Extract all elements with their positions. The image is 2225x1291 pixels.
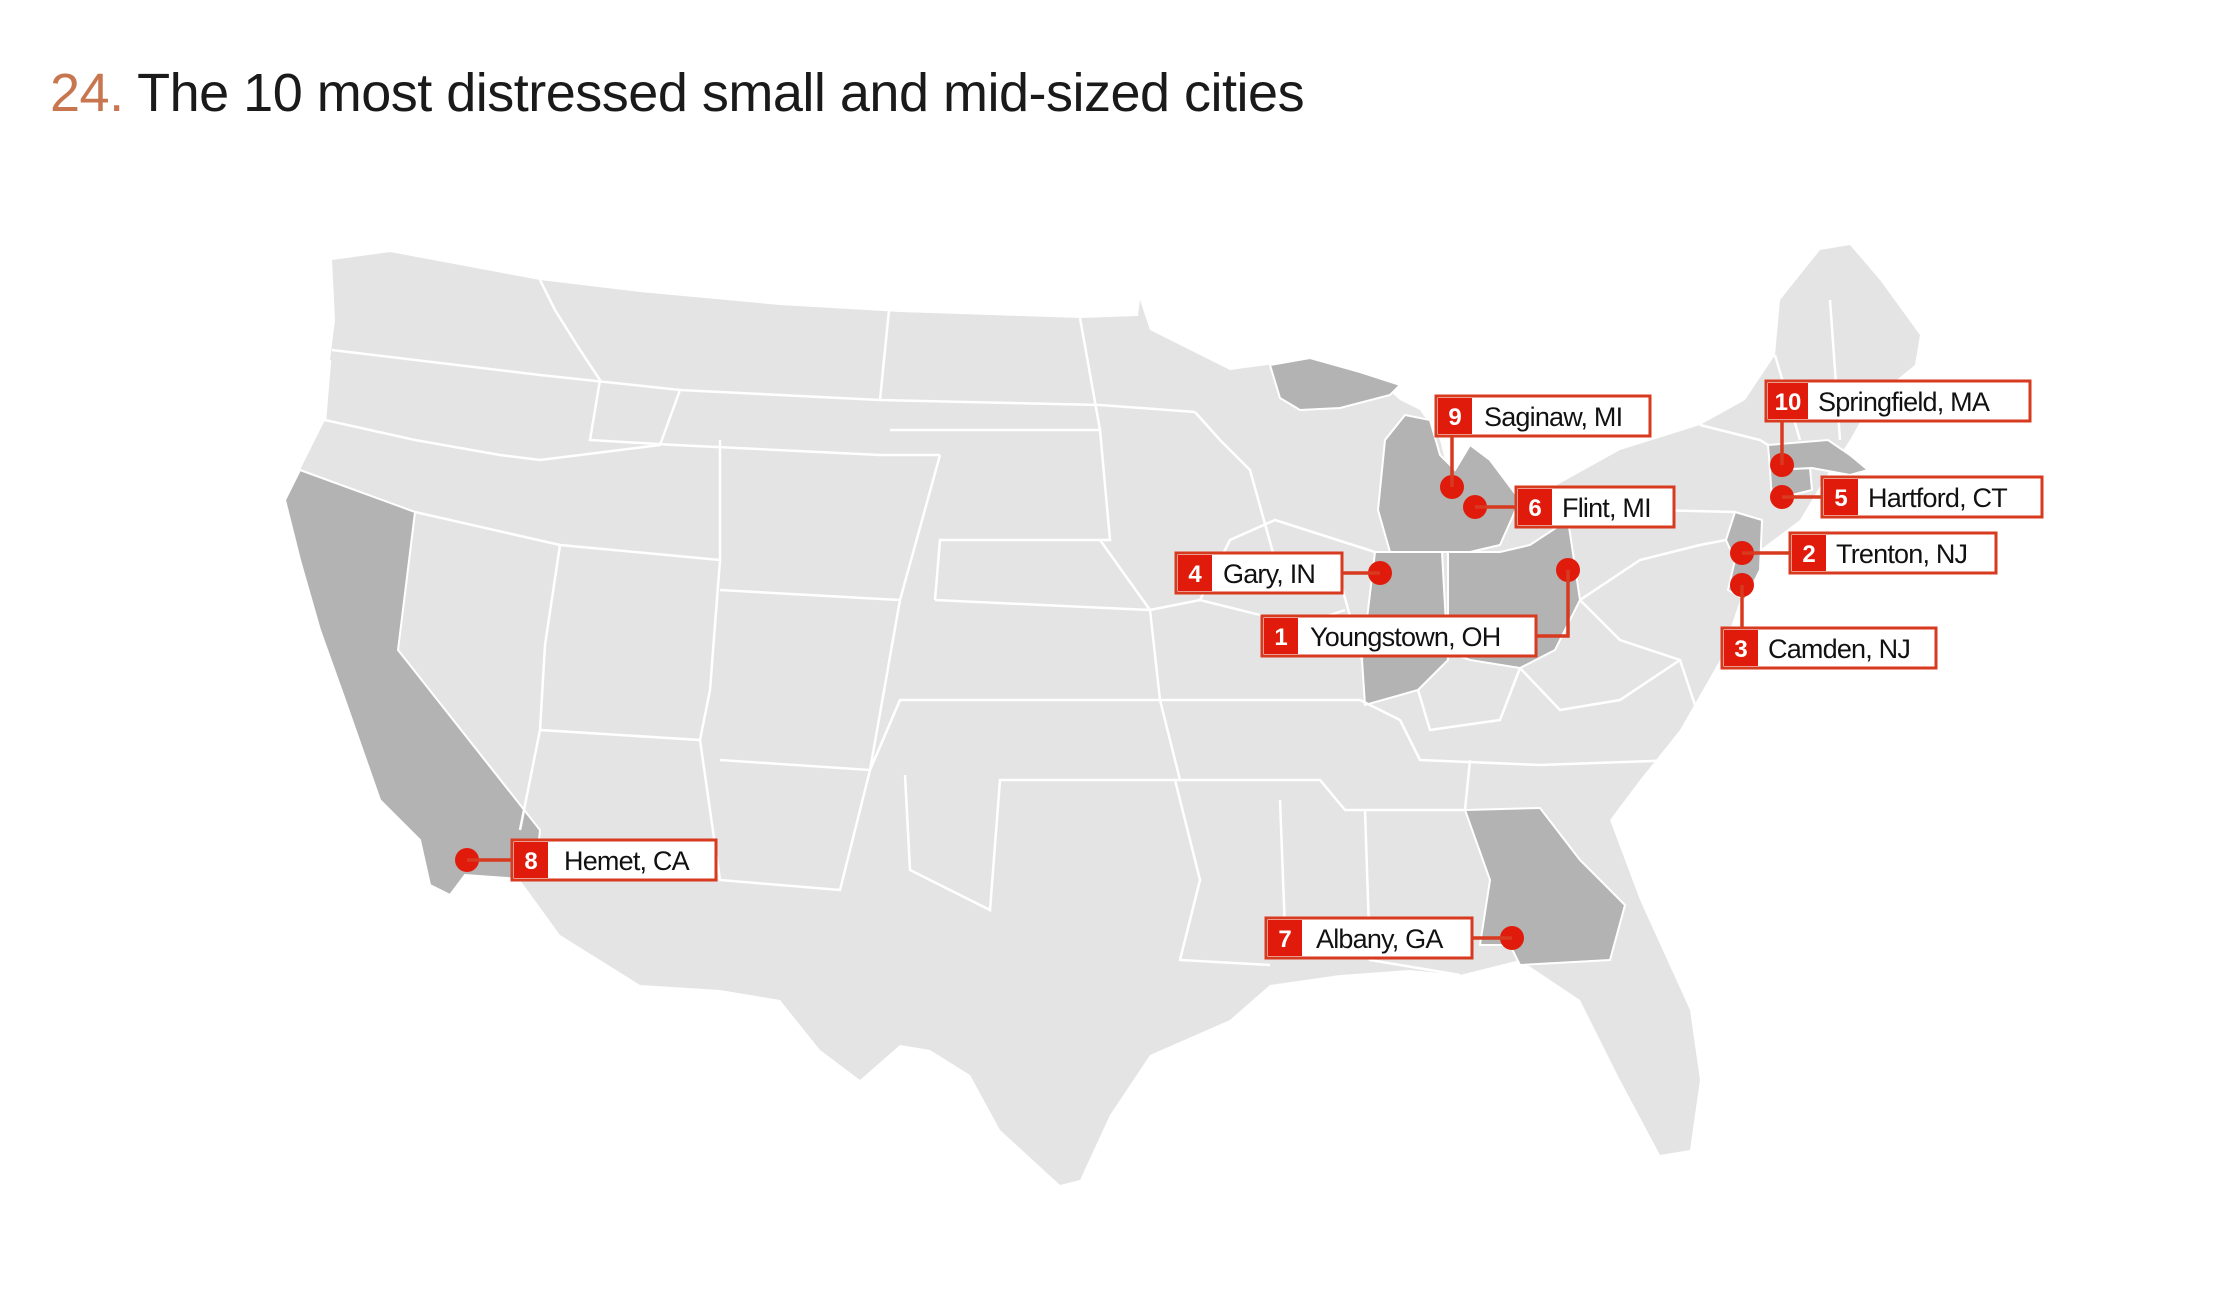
rank-number: 8 bbox=[524, 848, 537, 875]
state-michigan-upper bbox=[1268, 356, 1402, 412]
rank-number: 3 bbox=[1734, 636, 1747, 663]
leader-line bbox=[1535, 570, 1570, 638]
city-marker-1[interactable]: 1 Youngstown, OH bbox=[1260, 558, 1580, 658]
city-name: Albany, GA bbox=[1316, 924, 1443, 954]
label-box[interactable] bbox=[1764, 379, 2032, 423]
city-marker-3[interactable]: 3 Camden, NJ bbox=[1720, 573, 1938, 670]
city-name: Hartford, CT bbox=[1868, 483, 2007, 513]
rank-badge bbox=[1824, 479, 1858, 515]
rank-number: 1 bbox=[1274, 624, 1287, 651]
label-box[interactable] bbox=[1820, 475, 2044, 519]
city-marker-2[interactable]: 2 Trenton, NJ bbox=[1730, 531, 1998, 575]
state-california bbox=[283, 468, 542, 897]
city-marker-9[interactable]: 9 Saginaw, MI bbox=[1434, 394, 1652, 499]
rank-number: 7 bbox=[1278, 926, 1291, 953]
state-borders bbox=[323, 279, 1842, 977]
city-name: Saginaw, MI bbox=[1484, 402, 1622, 432]
rank-number: 6 bbox=[1528, 495, 1541, 522]
city-name: Springfield, MA bbox=[1818, 387, 1990, 417]
city-name: Hemet, CA bbox=[564, 846, 690, 876]
title-text: The 10 most distressed small and mid-siz… bbox=[137, 63, 1305, 123]
rank-badge bbox=[1792, 535, 1826, 571]
city-marker-6[interactable]: 6 Flint, MI bbox=[1463, 485, 1676, 529]
city-marker-4[interactable]: 4 Gary, IN bbox=[1174, 551, 1392, 595]
rank-badge bbox=[1724, 630, 1758, 666]
rank-number: 4 bbox=[1188, 561, 1202, 588]
rank-number: 10 bbox=[1775, 389, 1802, 416]
title-number: 24. bbox=[50, 63, 124, 123]
label-box[interactable] bbox=[1260, 614, 1538, 658]
city-name: Gary, IN bbox=[1223, 559, 1315, 589]
rank-number: 9 bbox=[1448, 404, 1461, 431]
rank-badge bbox=[1438, 398, 1472, 434]
rank-number: 5 bbox=[1834, 485, 1847, 512]
rank-badge bbox=[1518, 489, 1552, 525]
city-marker-10[interactable]: 10 Springfield, MA bbox=[1764, 379, 2032, 477]
rank-badge bbox=[1178, 555, 1212, 591]
rank-badge bbox=[1268, 920, 1302, 956]
city-marker-8[interactable]: 8 Hemet, CA bbox=[455, 838, 718, 882]
rank-number: 2 bbox=[1802, 541, 1815, 568]
us-landmass bbox=[285, 245, 1920, 1185]
state-georgia bbox=[1463, 806, 1627, 967]
rank-badge bbox=[514, 842, 548, 878]
rank-badge bbox=[1768, 383, 1808, 419]
rank-badge bbox=[1264, 618, 1298, 654]
city-name: Flint, MI bbox=[1562, 493, 1651, 523]
city-name: Youngstown, OH bbox=[1310, 622, 1500, 652]
city-marker-7[interactable]: 7 Albany, GA bbox=[1264, 916, 1524, 960]
map-title: 24. The 10 most distressed small and mid… bbox=[50, 62, 1305, 124]
city-name: Trenton, NJ bbox=[1836, 539, 1967, 569]
city-marker-5[interactable]: 5 Hartford, CT bbox=[1770, 475, 2044, 519]
city-name: Camden, NJ bbox=[1768, 634, 1910, 664]
